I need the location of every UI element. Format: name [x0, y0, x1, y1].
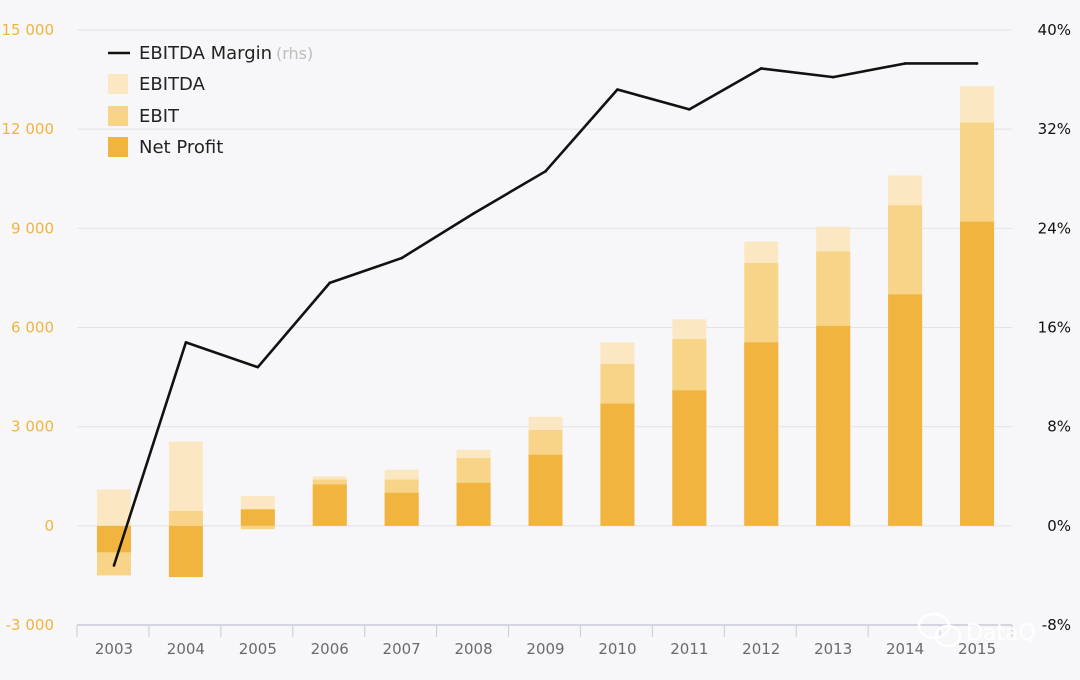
line-point-ebitda-margin — [112, 564, 116, 567]
x-tick-label: 2012 — [742, 640, 780, 658]
x-tick-label: 2013 — [814, 640, 852, 658]
tick-labels: -3 000 0 3 000 6 000 9 000 12 000 15 000 -8% 0% 8… — [2, 21, 1072, 658]
y-right-tick-label: 24% — [1038, 219, 1071, 237]
x-tick-label: 2005 — [239, 640, 277, 658]
watermark-text: DataQ — [966, 621, 1036, 646]
y-right-tick-label: 8% — [1047, 418, 1071, 436]
bar-net-profit — [240, 509, 275, 526]
line-point-ebitda-margin — [400, 256, 403, 260]
line-point-ebitda-margin — [328, 281, 332, 285]
y-right-tick-label: 40% — [1038, 21, 1071, 39]
bar-net-profit — [816, 325, 851, 526]
x-tick-label: 2010 — [598, 640, 636, 658]
grid-lines — [77, 29, 1012, 527]
x-tick-label: 2015 — [958, 640, 996, 658]
y-left-tick-label: 12 000 — [2, 120, 55, 138]
bar-net-profit — [744, 342, 779, 526]
bar-net-profit — [672, 390, 707, 526]
y-right-tick-label: -8% — [1042, 616, 1071, 634]
line-point-ebitda-margin — [759, 67, 763, 70]
y-left-tick-label: 6 000 — [11, 319, 54, 337]
y-left-tick-label: 3 000 — [11, 418, 54, 436]
bar-net-profit — [960, 221, 995, 526]
x-tick-label: 2006 — [311, 640, 349, 658]
bar-net-profit — [312, 484, 347, 526]
bar-net-profit — [528, 454, 563, 526]
y-right-tick-label: 0% — [1047, 517, 1071, 535]
bar-net-profit — [384, 492, 419, 526]
line-point-ebitda-margin — [256, 365, 260, 369]
x-tick-label: 2007 — [383, 640, 421, 658]
watermark: DataQ — [917, 612, 1036, 648]
bar-net-profit — [888, 294, 923, 526]
x-tick-label: 2008 — [454, 640, 492, 658]
legend: EBITDA Margin (rhs) EBITDA EBIT Net Prof… — [108, 43, 313, 158]
y-left-tick-label: 9 000 — [11, 219, 54, 237]
legend-hint-rhs: (rhs) — [276, 44, 313, 63]
line-point-ebitda-margin — [975, 62, 979, 65]
line-point-ebitda-margin — [688, 108, 691, 111]
y-left-tick-label: 0 — [44, 517, 54, 535]
legend-label-net-profit: Net Profit — [139, 137, 223, 158]
wechat-icon — [917, 612, 962, 648]
bar-net-profit — [168, 525, 203, 578]
line-point-ebitda-margin — [184, 341, 188, 344]
legend-swatch-ebit — [108, 106, 128, 126]
bar-ebit — [168, 510, 203, 526]
bars — [96, 86, 995, 578]
y-right-tick-label: 16% — [1038, 319, 1071, 337]
line-point-ebitda-margin — [616, 88, 619, 91]
x-tick-label: 2014 — [886, 640, 924, 658]
legend-swatch-ebitda — [108, 74, 128, 94]
line-point-ebitda-margin — [831, 75, 835, 79]
y-right-tick-label: 32% — [1038, 120, 1071, 138]
axes — [76, 624, 1013, 637]
margin-line — [112, 62, 979, 567]
bar-net-profit — [456, 482, 491, 526]
bar-ebit — [240, 525, 275, 530]
line-point-ebitda-margin — [472, 212, 475, 215]
legend-label-ebit: EBIT — [139, 106, 180, 127]
x-tick-label: 2009 — [526, 640, 564, 658]
legend-label-ebitda-margin: EBITDA Margin — [139, 43, 272, 64]
bar-net-profit — [600, 403, 635, 526]
x-tick-label: 2003 — [95, 640, 133, 658]
bar-ebitda — [96, 489, 131, 526]
y-left-tick-label: -3 000 — [6, 616, 54, 634]
line-point-ebitda-margin — [903, 62, 907, 65]
legend-swatch-net-profit — [108, 137, 128, 157]
x-tick-label: 2011 — [670, 640, 708, 658]
y-left-tick-label: 15 000 — [2, 21, 55, 39]
x-tick-label: 2004 — [167, 640, 205, 658]
legend-label-ebitda: EBITDA — [139, 74, 206, 95]
line-point-ebitda-margin — [544, 170, 547, 173]
